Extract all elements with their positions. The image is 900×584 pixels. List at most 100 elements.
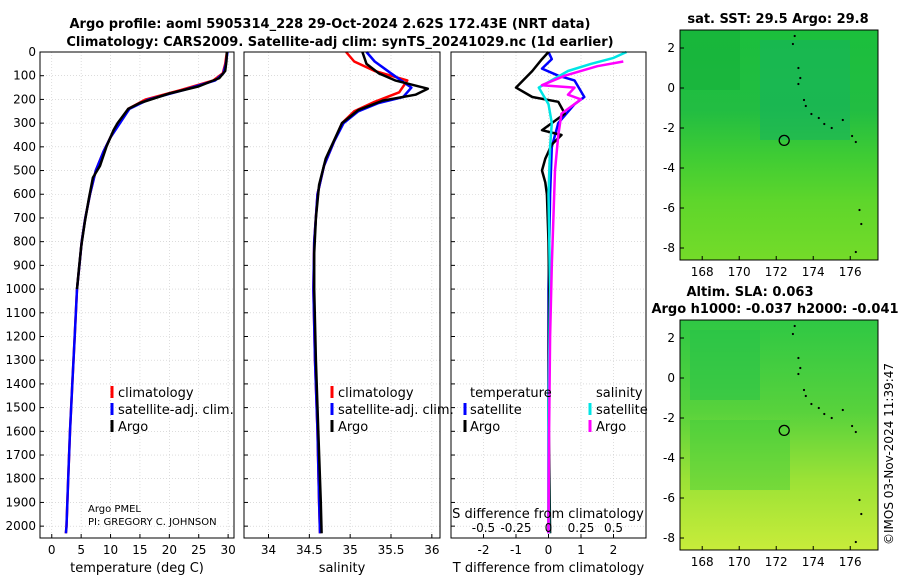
island-marker	[854, 250, 857, 254]
figure-title-line1: Argo profile: aoml 5905314_228 29-Oct-20…	[70, 17, 591, 32]
island-marker	[802, 388, 806, 392]
y-tick-label: 1000	[5, 282, 36, 296]
lat-tick-label: -8	[663, 241, 675, 255]
island-marker	[841, 408, 844, 412]
lat-tick-label: -4	[663, 161, 675, 175]
y-tick-label: 100	[13, 69, 36, 83]
lat-tick-label: 2	[667, 331, 675, 345]
y-tick-label: 500	[13, 164, 36, 178]
s-diff-tick-label: -0.25	[500, 521, 531, 535]
lon-tick-label: 170	[728, 555, 751, 569]
argo-position-marker	[778, 134, 790, 147]
legend-title-salinity: salinity	[596, 386, 643, 401]
island-marker	[854, 540, 857, 544]
island-marker	[854, 430, 857, 434]
s-difference-ticks: -0.5 -0.25 0 0.25 0.5	[472, 521, 623, 535]
legend-label-temp-satellite: satellite	[470, 403, 522, 418]
panel-frame	[39, 51, 235, 539]
island-marker	[804, 394, 807, 398]
lat-tick-label: 0	[667, 81, 675, 95]
y-tick-label: 1400	[5, 377, 36, 391]
x-tick-label: 0	[545, 543, 553, 557]
island-marker	[802, 98, 806, 102]
y-tick-label: 2000	[5, 519, 36, 533]
island-marker	[841, 118, 844, 122]
sst-map-title: sat. SST: 29.5 Argo: 29.8	[687, 12, 868, 27]
lat-tick-label: 0	[667, 371, 675, 385]
series-line-satellite-adj-clim-	[64, 51, 229, 534]
legend-label-argo: Argo	[118, 420, 148, 435]
series-line-salinity-argo	[540, 60, 624, 534]
series-line-argo	[312, 51, 430, 534]
series-line-climatology	[312, 51, 409, 534]
island-marker	[797, 356, 800, 360]
island-marker	[823, 412, 826, 416]
x-axis-label: temperature (deg C)	[70, 561, 204, 576]
x-axis-label: salinity	[319, 561, 366, 576]
lat-tick-label: -6	[663, 491, 675, 505]
y-tick-label: 0	[28, 45, 36, 59]
island-marker	[860, 222, 863, 226]
x-tick-label: 15	[132, 543, 147, 557]
y-tick-label: 400	[13, 140, 36, 154]
island-marker	[858, 498, 861, 502]
lat-tick-label: 2	[667, 41, 675, 55]
lon-tick-label: 176	[839, 265, 862, 279]
pi-annotation-line2: PI: GREGORY C. JOHNSON	[88, 517, 217, 528]
argo-position-marker	[778, 424, 790, 437]
x-tick-label: 30	[220, 543, 235, 557]
island-marker	[793, 324, 796, 328]
difference-profile-panel: -2 -1 0 1 2 T difference from climatology	[450, 50, 647, 576]
sla-map-title-line1: Altim. SLA: 0.063	[687, 285, 814, 300]
sst-map: 168 170 172 174 176 2 0 -2 -4 -6 -8	[663, 29, 879, 279]
y-tick-label: 800	[13, 235, 36, 249]
sla-map-title-line2: Argo h1000: -0.037 h2000: -0.041	[651, 302, 898, 317]
x-tick-label: 35	[343, 543, 358, 557]
s-diff-tick-label: 0	[545, 521, 553, 535]
panel-frame	[243, 51, 441, 539]
island-marker	[810, 112, 813, 116]
sst-map-frame	[679, 29, 879, 261]
y-tick-label: 1800	[5, 472, 36, 486]
x-tick-label: 2	[610, 543, 618, 557]
lon-tick-label: 176	[839, 555, 862, 569]
lat-tick-label: -4	[663, 451, 675, 465]
y-tick-label: 1500	[5, 401, 36, 415]
island-marker	[804, 104, 807, 108]
y-tick-label: 1900	[5, 495, 36, 509]
sla-map-patch	[690, 420, 790, 490]
lon-tick-label: 174	[802, 265, 825, 279]
y-tick-label: 1700	[5, 448, 36, 462]
island-marker	[858, 208, 861, 212]
series-line-satellite-adj-clim-	[312, 51, 413, 534]
island-marker	[797, 66, 800, 70]
x-tick-label: 1	[577, 543, 585, 557]
lat-tick-label: -2	[663, 121, 675, 135]
legend-label-satellite-adj: satellite-adj. clim.	[338, 403, 454, 418]
x-tick-label: -1	[510, 543, 522, 557]
legend-label-argo: Argo	[338, 420, 368, 435]
legend-label-climatology: climatology	[338, 386, 414, 401]
lat-tick-label: -6	[663, 201, 675, 215]
sla-map: 168 170 172 174 176 2 0 -2 -4 -6 -8	[663, 319, 879, 569]
legend-label-sal-argo: Argo	[596, 420, 626, 435]
x-tick-label: 0	[48, 543, 56, 557]
temperature-legend: climatology satellite-adj. clim. Argo	[110, 386, 234, 435]
y-tick-label: 200	[13, 92, 36, 106]
x-axis-label: T difference from climatology	[452, 561, 645, 576]
island-marker	[799, 76, 802, 80]
island-marker	[851, 134, 854, 138]
lat-tick-label: -2	[663, 411, 675, 425]
lat-tick-label: -8	[663, 531, 675, 545]
legend-title-temperature: temperature	[470, 386, 552, 401]
series-line-climatology	[64, 51, 229, 534]
s-diff-tick-label: 0.5	[604, 521, 623, 535]
y-tick-label: 1300	[5, 353, 36, 367]
island-marker	[854, 140, 857, 144]
island-marker	[797, 372, 800, 376]
sst-map-patch	[760, 40, 850, 140]
y-tick-label: 1200	[5, 329, 36, 343]
island-marker	[797, 82, 800, 86]
island-marker	[799, 366, 802, 370]
s-diff-tick-label: -0.5	[472, 521, 495, 535]
